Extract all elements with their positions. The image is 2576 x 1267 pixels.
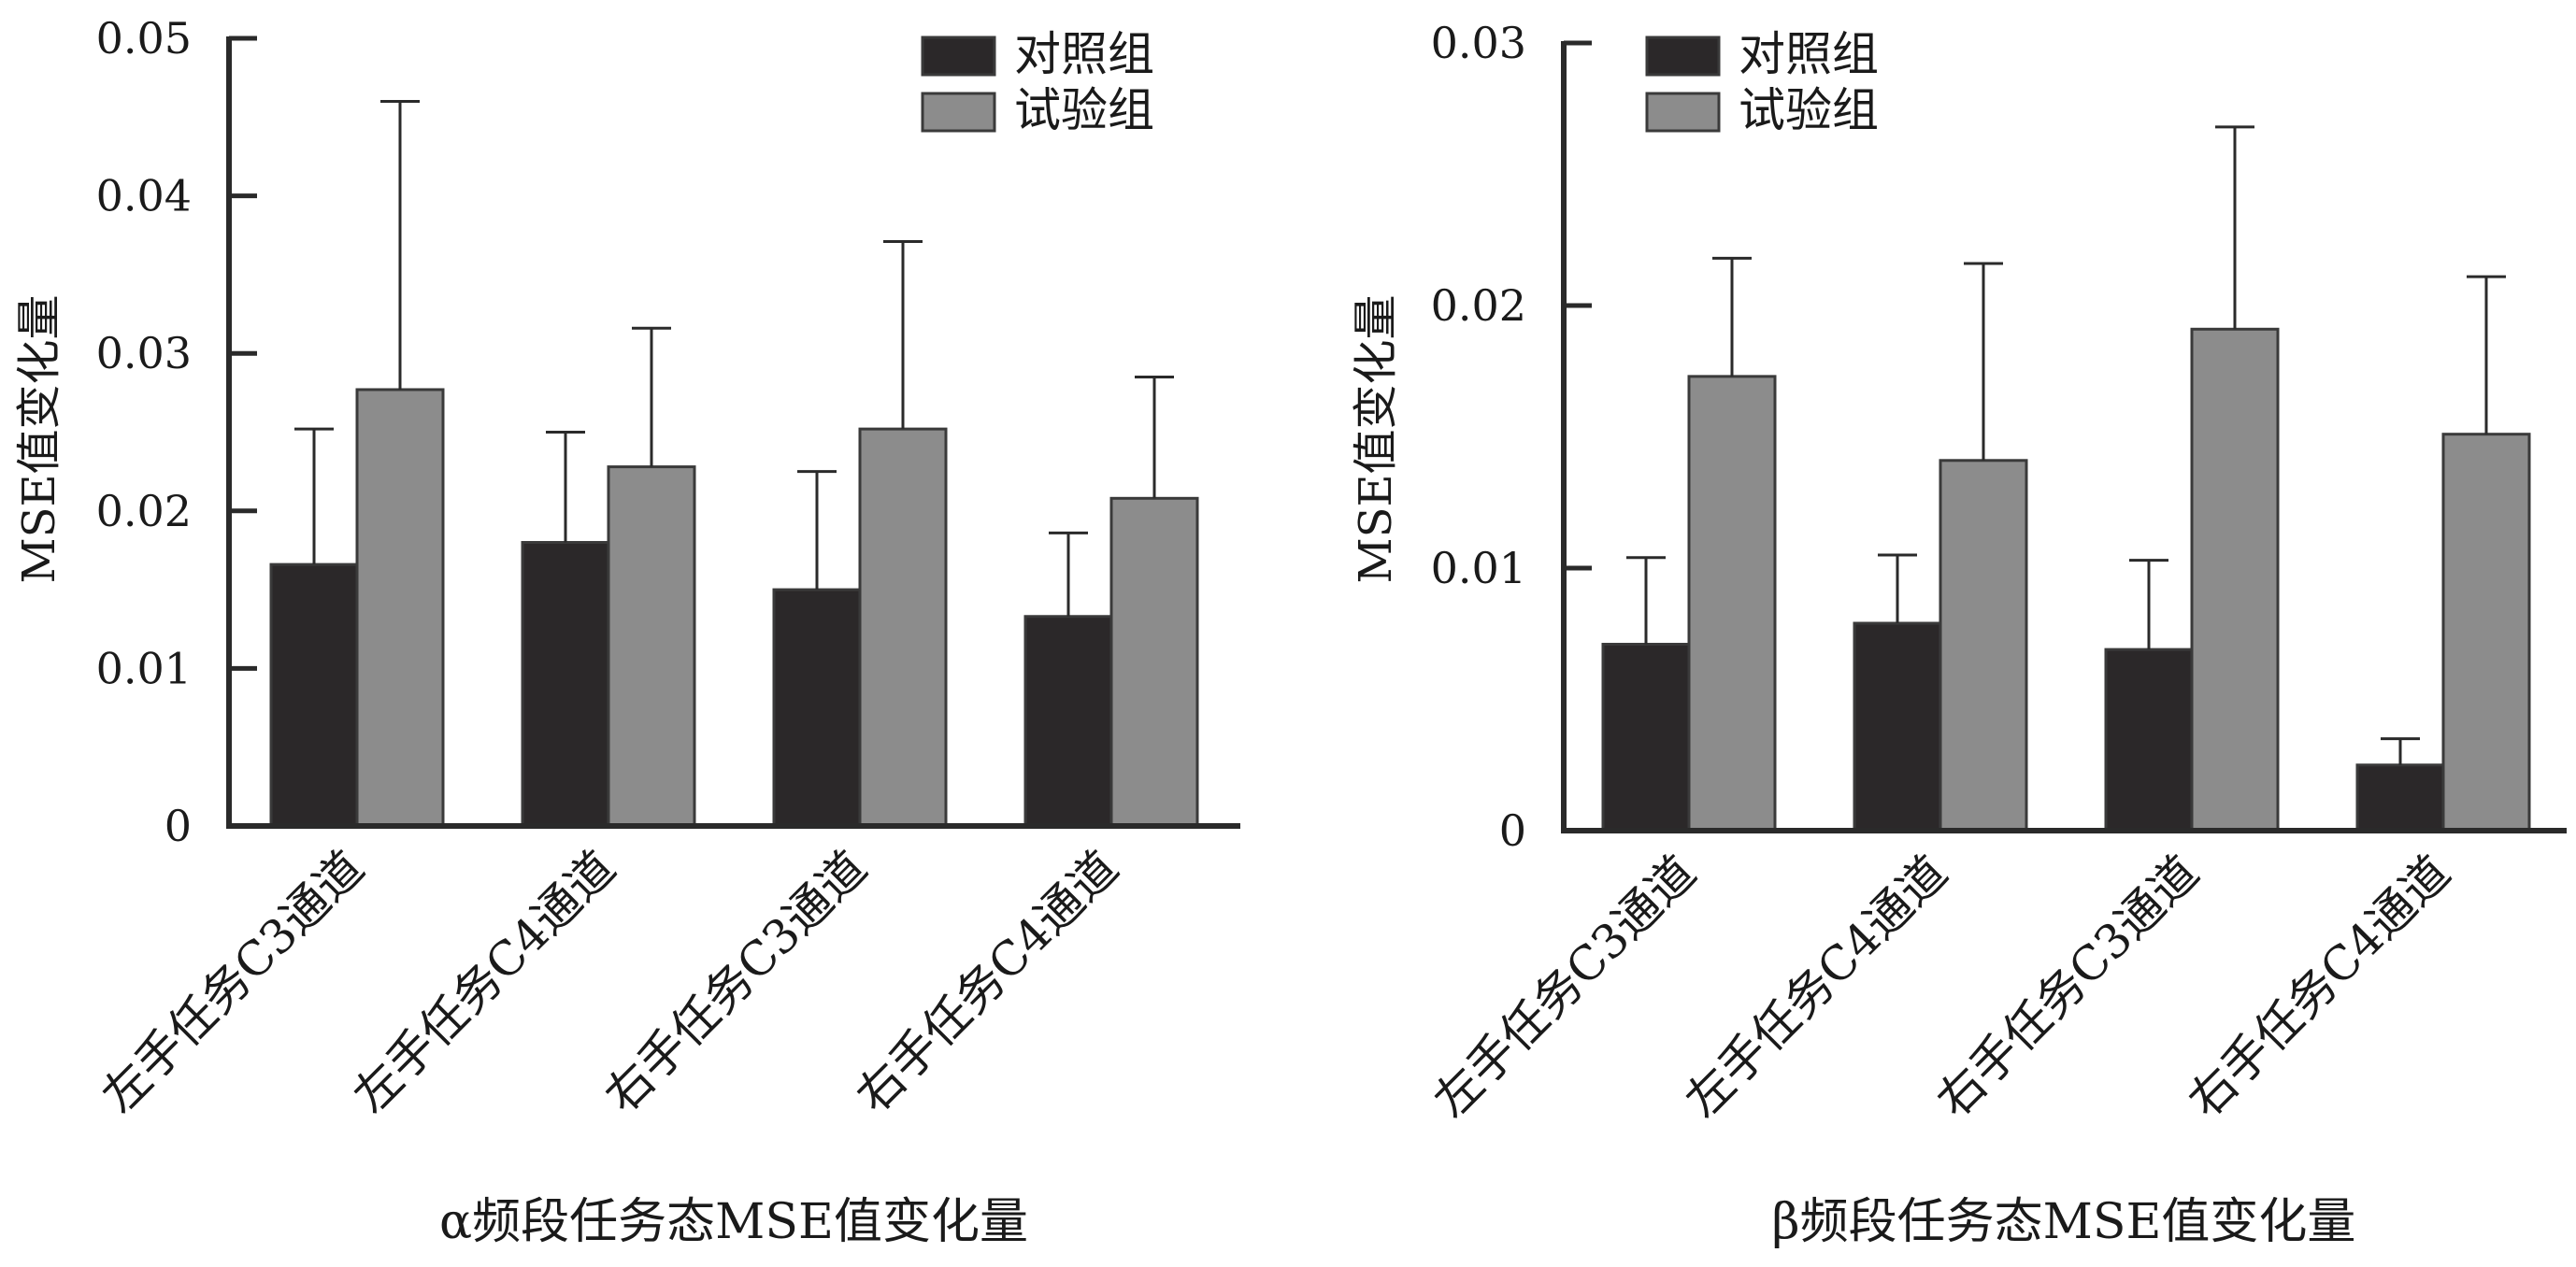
legend-label-trial: 试验组 [1739, 83, 1879, 137]
y-tick-label: 0.03 [1431, 18, 1526, 68]
legend-label-control: 对照组 [1014, 27, 1154, 81]
control-bar [521, 541, 610, 828]
category-label: 左手任务C4通道 [1675, 845, 1958, 1128]
control-bar [2355, 763, 2445, 833]
y-tick-label: 0 [165, 801, 192, 851]
chart-title: β频段任务态MSE值变化量 [1772, 1194, 2356, 1250]
legend-swatch-trial [1645, 92, 1721, 133]
y-tick-label: 0.03 [96, 328, 192, 378]
legend-swatch-control [921, 36, 996, 77]
y-axis-label: MSE值变化量 [1350, 294, 1402, 583]
legend-swatch-trial [921, 92, 996, 133]
control-bar [1023, 615, 1113, 828]
control-bar [2104, 648, 2194, 833]
control-bar [1601, 642, 1691, 833]
trial-bar [1939, 459, 2028, 833]
trial-bar [858, 427, 948, 828]
y-tick-label: 0.01 [1431, 543, 1526, 593]
category-label: 左手任务C3通道 [92, 840, 375, 1123]
y-tick-label: 0.02 [96, 486, 192, 536]
y-axis-label: MSE值变化量 [13, 294, 65, 583]
category-label: 左手任务C3通道 [1424, 845, 1707, 1128]
legend-label-control: 对照组 [1739, 27, 1879, 81]
chart-title: α频段任务态MSE值变化量 [439, 1194, 1028, 1250]
y-tick-label: 0.05 [96, 13, 192, 64]
legend-label-trial: 试验组 [1014, 83, 1154, 137]
y-tick-label: 0.04 [96, 171, 192, 221]
trial-bar [355, 388, 445, 828]
control-bar [772, 588, 862, 828]
trial-bar [2441, 433, 2531, 833]
control-bar [1853, 621, 1942, 833]
category-label: 右手任务C4通道 [846, 840, 1129, 1123]
category-label: 左手任务C4通道 [343, 840, 626, 1123]
y-tick-label: 0 [1499, 805, 1526, 856]
legend-swatch-control [1645, 36, 1721, 77]
y-tick-label: 0.02 [1431, 280, 1526, 331]
trial-bar [1109, 496, 1199, 828]
category-label: 右手任务C3通道 [594, 840, 878, 1123]
trial-bar [2190, 327, 2280, 833]
category-label: 右手任务C4通道 [2178, 845, 2461, 1128]
y-tick-label: 0.01 [96, 643, 192, 693]
trial-bar [607, 465, 696, 828]
category-label: 右手任务C3通道 [1926, 845, 2210, 1128]
trial-bar [1687, 375, 1777, 833]
control-bar [269, 562, 359, 828]
